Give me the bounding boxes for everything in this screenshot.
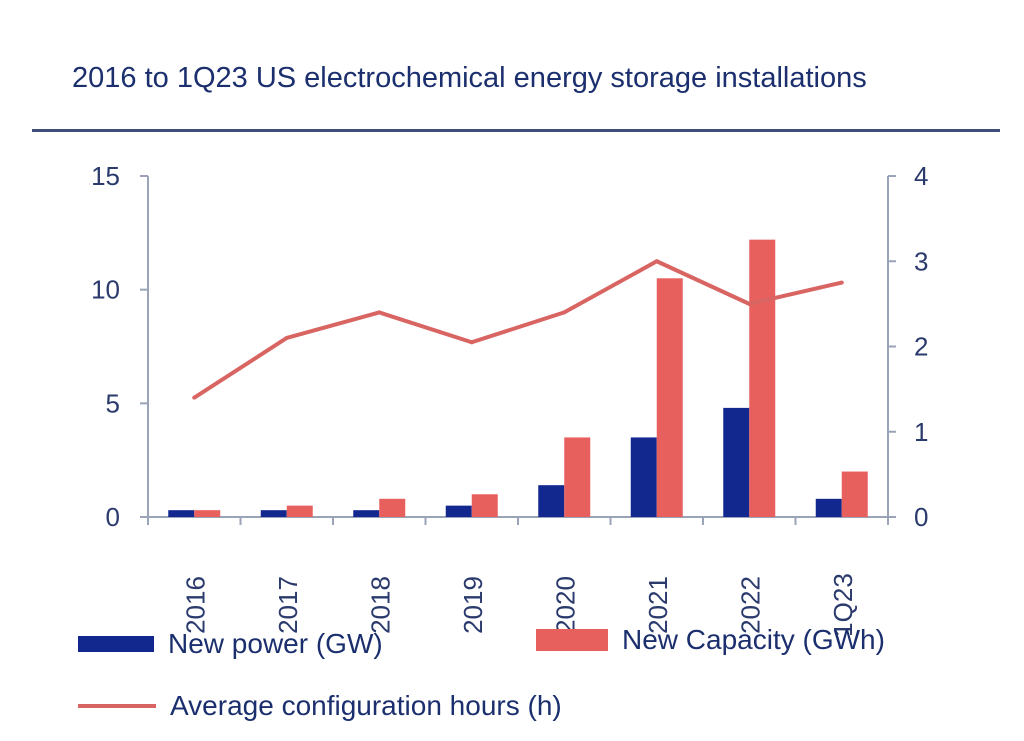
- y-left-tick-label: 0: [106, 502, 120, 532]
- line-point-average-hours: [377, 310, 382, 315]
- bar-new-capacity: [564, 437, 591, 517]
- bar-new-capacity: [656, 278, 683, 517]
- bar-new-capacity: [749, 239, 776, 518]
- line-point-average-hours: [747, 301, 752, 306]
- bar-new-capacity: [471, 494, 498, 517]
- bar-new-power: [445, 505, 472, 517]
- y-right-tick-label: 0: [914, 502, 928, 532]
- bar-new-power: [538, 485, 565, 517]
- bar-new-capacity: [194, 510, 221, 517]
- line-point-average-hours: [284, 335, 289, 340]
- line-point-average-hours: [839, 280, 844, 285]
- bars: [168, 239, 868, 518]
- bar-new-capacity: [841, 471, 868, 517]
- legend-item-new-power: New power (GW): [78, 628, 383, 660]
- x-tick-label: 2017: [273, 576, 303, 634]
- bar-new-capacity: [379, 498, 406, 517]
- bar-new-power: [630, 437, 657, 517]
- y-right-tick-label: 2: [914, 332, 928, 362]
- legend-item-average-hours: Average configuration hours (h): [78, 690, 562, 722]
- x-tick-label: 2020: [550, 576, 580, 634]
- x-tick-label: 2022: [735, 576, 765, 634]
- y-left-tick-label: 5: [106, 388, 120, 418]
- chart-title: 2016 to 1Q23 US electrochemical energy s…: [72, 62, 867, 94]
- bar-new-power: [815, 498, 842, 517]
- bar-new-power: [353, 510, 380, 517]
- line-point-average-hours: [469, 340, 474, 345]
- line-average-hours: [193, 259, 843, 400]
- legend-swatch-average-hours: [78, 704, 156, 708]
- line-point-average-hours: [562, 310, 567, 315]
- y-left-tick-label: 10: [91, 275, 120, 305]
- line-point-average-hours: [654, 259, 659, 264]
- legend-swatch-new-capacity: [536, 629, 608, 651]
- bar-new-power: [260, 510, 287, 517]
- legend-item-new-capacity: New Capacity (GWh): [536, 624, 885, 656]
- legend-label-new-capacity: New Capacity (GWh): [622, 624, 885, 655]
- y-right-tick-label: 3: [914, 246, 928, 276]
- line-series: [192, 259, 844, 400]
- bar-new-power: [723, 407, 750, 517]
- axes: [140, 175, 896, 525]
- bar-new-power: [168, 510, 195, 517]
- y-right-tick-label: 1: [914, 417, 928, 447]
- x-tick-label: 2019: [458, 576, 488, 634]
- legend-label-new-power: New power (GW): [168, 628, 383, 659]
- y-left-tick-label: 15: [91, 161, 120, 191]
- x-tick-label: 2016: [180, 576, 210, 634]
- tick-labels: 0 5 10 15 0 1 2 3 4 2016 2017 2018 2019 2020 2021 2022 1…: [91, 161, 928, 637]
- legend-label-average-hours: Average configuration hours (h): [170, 690, 562, 721]
- x-tick-label: 1Q23: [828, 573, 858, 637]
- bar-new-capacity: [286, 505, 313, 517]
- x-tick-label: 2018: [365, 576, 395, 634]
- line-point-average-hours: [192, 395, 197, 400]
- y-right-tick-label: 4: [914, 161, 928, 191]
- title-divider: [32, 129, 1000, 132]
- legend-swatch-new-power: [78, 636, 154, 652]
- x-tick-label: 2021: [643, 576, 673, 634]
